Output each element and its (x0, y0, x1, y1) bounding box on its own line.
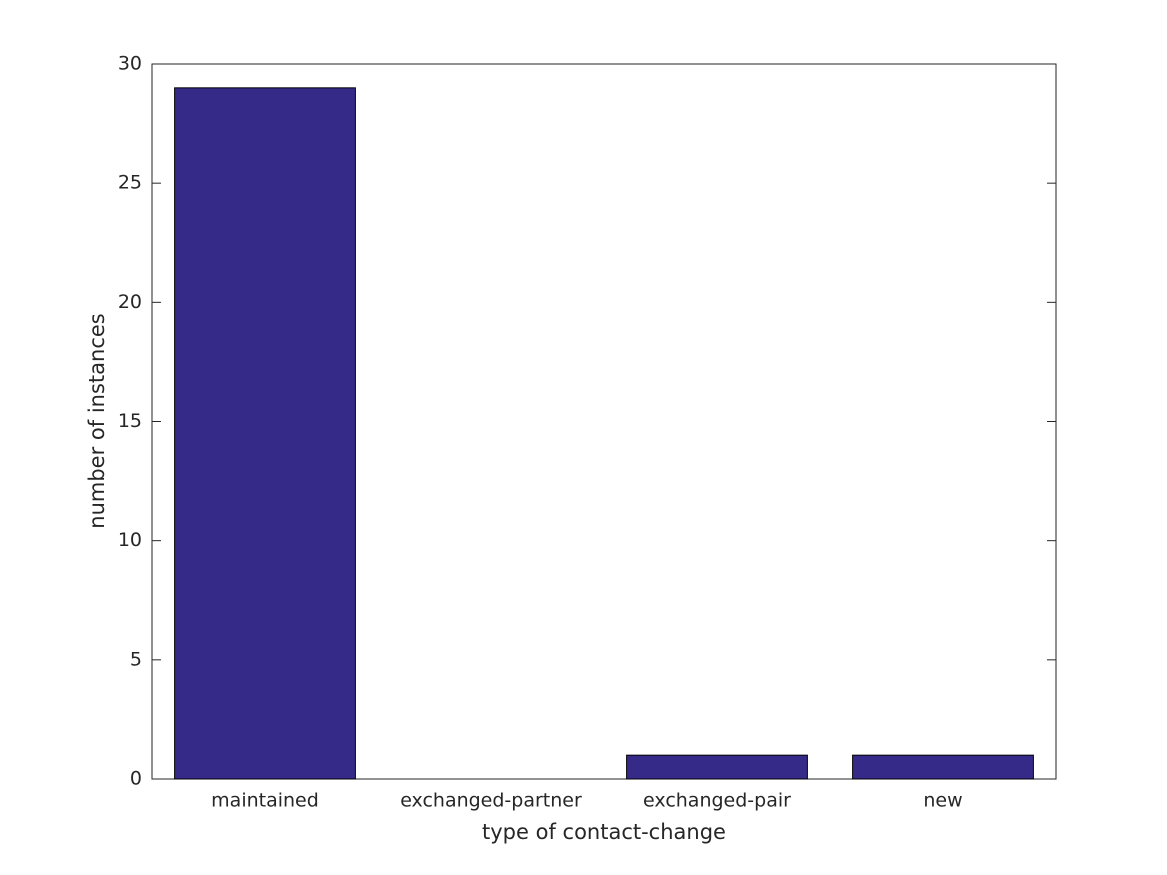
x-tick-label: new (923, 790, 962, 812)
y-tick-label: 30 (118, 53, 142, 75)
y-axis-label: number of instances (85, 313, 109, 528)
x-tick-label: exchanged-pair (643, 790, 791, 812)
bar (852, 754, 1034, 780)
y-tick-label: 20 (118, 291, 142, 313)
x-axis-label: type of contact-change (482, 820, 726, 844)
y-tick-label: 0 (130, 768, 142, 790)
bar (626, 754, 808, 780)
y-tick-label: 15 (118, 410, 142, 432)
x-tick-label: maintained (211, 790, 319, 812)
y-tick-label: 25 (118, 172, 142, 194)
bar (174, 87, 356, 780)
y-tick-label: 5 (130, 648, 142, 670)
y-tick-label: 10 (118, 529, 142, 551)
x-tick-label: exchanged-partner (400, 790, 582, 812)
